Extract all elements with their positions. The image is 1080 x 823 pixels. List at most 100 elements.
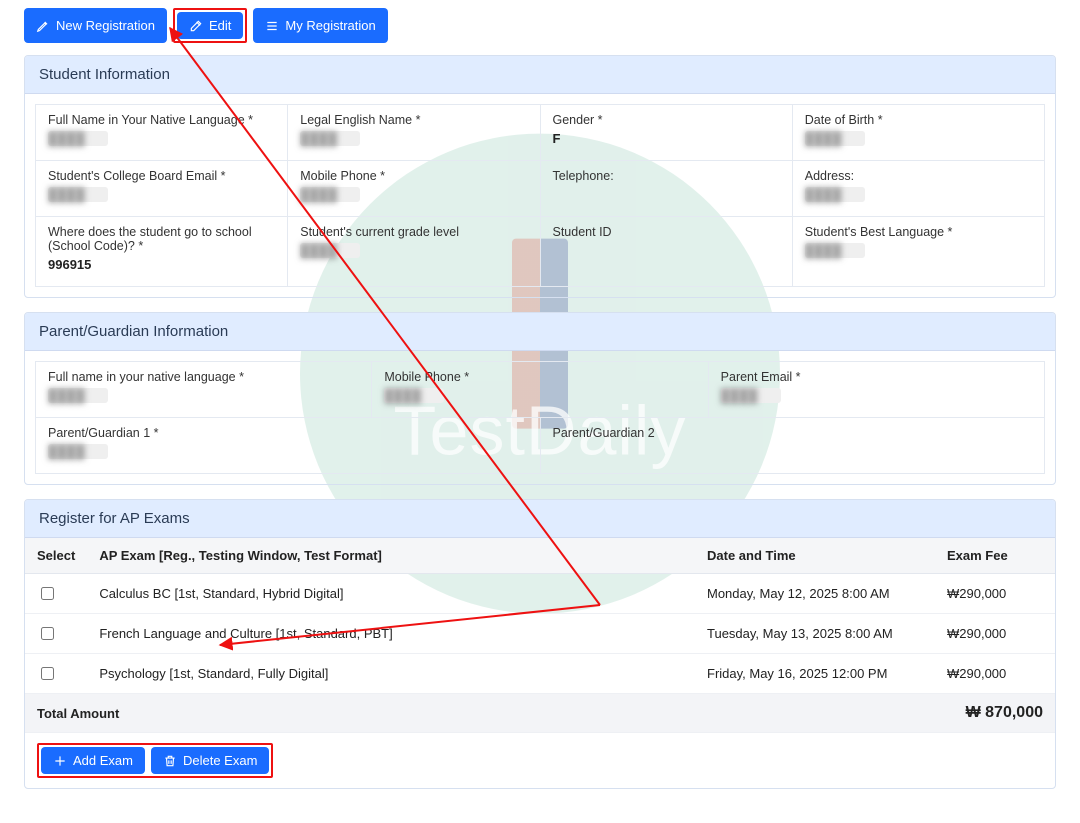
info-row: Parent/Guardian 1 * ████ Parent/Guardian 2 [36,417,1044,473]
info-value [553,187,780,201]
student-info-header: Student Information [25,56,1055,94]
student-info-panel: Student Information Full Name in Your Na… [24,55,1056,298]
info-value: ████ [300,187,527,202]
info-row: Student's College Board Email *████Mobil… [36,160,1044,216]
edit-button[interactable]: Edit [177,12,243,39]
info-value: 996915 [48,257,275,272]
total-row: Total Amount ₩ 870,000 [25,694,1055,733]
info-cell: Mobile Phone * ████ [287,161,539,216]
exam-select-checkbox[interactable] [41,587,54,600]
exam-name: French Language and Culture [1st, Standa… [87,614,695,654]
exam-fee: ₩290,000 [935,614,1055,654]
trash-icon [163,754,177,768]
edit-label: Edit [209,18,231,33]
exam-select-checkbox[interactable] [41,627,54,640]
info-value: ████ [48,187,275,202]
exam-select-checkbox[interactable] [41,667,54,680]
info-label: Mobile Phone * [384,370,695,384]
parent-info-header: Parent/Guardian Information [25,313,1055,351]
exam-date: Monday, May 12, 2025 8:00 AM [695,574,935,614]
info-label: Student's current grade level [300,225,527,239]
exam-name: Psychology [1st, Standard, Fully Digital… [87,654,695,694]
info-value: ████ [48,444,528,459]
info-cell: Gender * F [540,105,792,160]
info-label: Gender * [553,113,780,127]
delete-exam-button[interactable]: Delete Exam [151,747,269,774]
info-cell: Full Name in Your Native Language * ████ [36,105,287,160]
info-value: ████ [721,388,1032,403]
info-cell: Student's Best Language * ████ [792,217,1044,286]
ap-exams-panel: Register for AP Exams Select AP Exam [Re… [24,499,1056,789]
info-row: Where does the student go to school (Sch… [36,216,1044,286]
new-registration-button[interactable]: New Registration [24,8,167,43]
new-registration-label: New Registration [56,18,155,33]
info-row: Full Name in Your Native Language *████L… [36,105,1044,160]
info-cell: Student's current grade level ████ [287,217,539,286]
ap-exams-header: Register for AP Exams [25,500,1055,538]
student-info-grid: Full Name in Your Native Language *████L… [35,104,1045,287]
info-cell: Mobile Phone * ████ [371,362,707,417]
info-value: ████ [805,243,1032,258]
col-fee-header: Exam Fee [935,538,1055,574]
info-cell: Parent/Guardian 2 [540,418,1045,473]
info-label: Parent Email * [721,370,1032,384]
info-value: ████ [48,388,359,403]
pencil-icon [36,19,50,33]
info-label: Student's College Board Email * [48,169,275,183]
info-cell: Address: ████ [792,161,1044,216]
info-label: Student's Best Language * [805,225,1032,239]
info-cell: Parent Email * ████ [708,362,1044,417]
exam-name: Calculus BC [1st, Standard, Hybrid Digit… [87,574,695,614]
plus-icon [53,754,67,768]
info-label: Parent/Guardian 1 * [48,426,528,440]
info-value: ████ [805,187,1032,202]
info-value: ████ [384,388,695,403]
info-cell: Parent/Guardian 1 * ████ [36,418,540,473]
info-label: Where does the student go to school (Sch… [48,225,275,253]
exam-row: Psychology [1st, Standard, Fully Digital… [25,654,1055,694]
exam-fee: ₩290,000 [935,654,1055,694]
col-date-header: Date and Time [695,538,935,574]
info-label: Mobile Phone * [300,169,527,183]
info-value: F [553,131,780,146]
exam-row: Calculus BC [1st, Standard, Hybrid Digit… [25,574,1055,614]
exam-date: Tuesday, May 13, 2025 8:00 AM [695,614,935,654]
info-value: ████ [300,243,527,258]
info-cell: Full name in your native language * ████ [36,362,371,417]
info-cell: Date of Birth *████ [792,105,1044,160]
info-label: Telephone: [553,169,780,183]
info-label: Full name in your native language * [48,370,359,384]
info-value: ████ [300,131,527,146]
info-label: Address: [805,169,1032,183]
info-row: Full name in your native language *████M… [36,362,1044,417]
total-label: Total Amount [25,694,695,733]
info-value [553,444,1033,458]
info-label: Student ID [553,225,780,239]
info-label: Parent/Guardian 2 [553,426,1033,440]
exam-date: Friday, May 16, 2025 12:00 PM [695,654,935,694]
info-cell: Student's College Board Email * ████ [36,161,287,216]
delete-exam-label: Delete Exam [183,753,257,768]
info-cell: Where does the student go to school (Sch… [36,217,287,286]
list-icon [265,19,279,33]
total-amount: ₩ 870,000 [695,694,1055,733]
my-registration-button[interactable]: My Registration [253,8,387,43]
info-label: Date of Birth * [805,113,1032,127]
info-label: Legal English Name * [300,113,527,127]
info-cell: Legal English Name * ████ [287,105,539,160]
add-exam-button[interactable]: Add Exam [41,747,145,774]
edit-icon [189,19,203,33]
exam-table: Select AP Exam [Reg., Testing Window, Te… [25,538,1055,733]
exam-actions-highlight: Add Exam Delete Exam [37,743,273,778]
info-value: ████ [48,131,275,146]
my-registration-label: My Registration [285,18,375,33]
edit-button-highlight: Edit [173,8,247,43]
col-select-header: Select [25,538,87,574]
info-value [553,243,780,257]
add-exam-label: Add Exam [73,753,133,768]
top-action-bar: New Registration Edit My Registration [24,8,1056,43]
info-cell: Student ID [540,217,792,286]
info-label: Full Name in Your Native Language * [48,113,275,127]
exam-fee: ₩290,000 [935,574,1055,614]
col-exam-header: AP Exam [Reg., Testing Window, Test Form… [87,538,695,574]
